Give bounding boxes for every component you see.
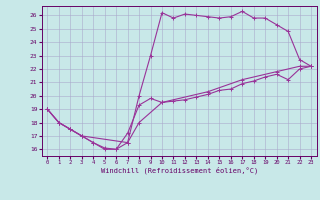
X-axis label: Windchill (Refroidissement éolien,°C): Windchill (Refroidissement éolien,°C) bbox=[100, 167, 258, 174]
